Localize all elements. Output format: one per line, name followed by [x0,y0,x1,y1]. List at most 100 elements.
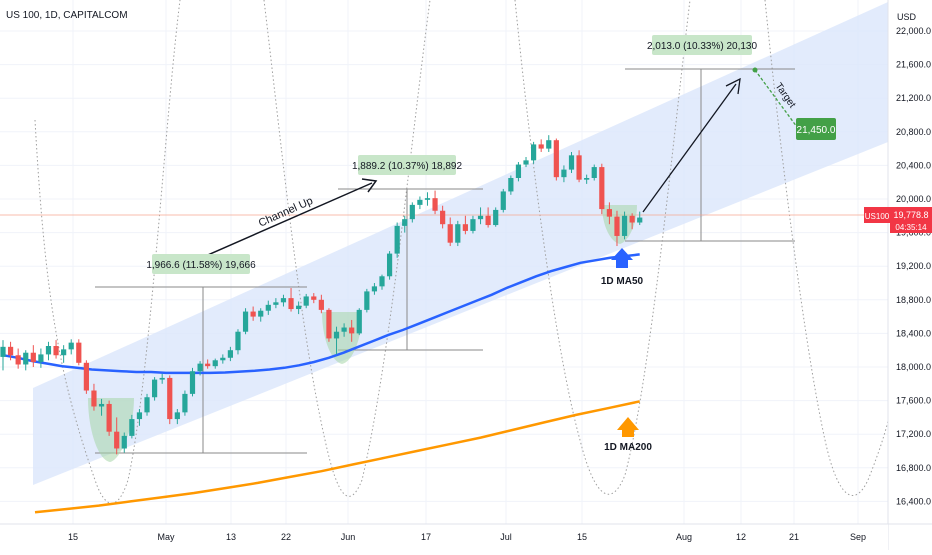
candle-body [114,431,120,449]
countdown-text: 04:35:14 [895,223,927,232]
candle-body [356,309,362,334]
price-tick-label: 21,600.0 [896,60,931,70]
candle-body [136,412,143,420]
candle-body [129,419,135,436]
time-tick-label: 15 [68,532,78,542]
measure-1-text: 1,966.6 (11.58%) 19,666 [146,260,256,271]
candle-body [432,198,438,211]
time-tick-label: 17 [421,532,431,542]
candle-body [288,298,294,310]
candle-body [614,216,620,236]
last-price-text: 19,778.8 [893,210,928,220]
candle-body [462,224,468,231]
candle-body [205,363,211,367]
time-tick-label: 21 [789,532,799,542]
measure-label-3[interactable]: 2,013.0 (10.33%) 20,130 [647,35,758,55]
price-tick-label: 17,600.0 [896,396,931,406]
candle-body [326,309,332,339]
measure-2-text: 1,889.2 (10.37%) 18,892 [352,161,463,172]
currency-label: USD [897,12,917,22]
candle-body [629,215,635,223]
time-tick-label: Jun [341,532,356,542]
time-tick-label: May [157,532,175,542]
candle-body [83,362,89,391]
candle-body [303,296,309,306]
candle-body [273,302,279,305]
symbol-title[interactable]: US 100, 1D, CAPITALCOM [6,10,128,21]
measure-guides [95,68,795,454]
price-tick-label: 16,800.0 [896,463,931,473]
price-tick-labels: 22,000.0 21,600.0 21,200.0 20,800.0 20,400.0… [896,26,931,506]
candle-body [568,155,575,170]
symbol-tag-text: US100 [865,212,890,221]
candle-body [174,412,180,420]
time-tick-label: 13 [226,532,236,542]
candle-body [637,217,643,223]
candle-body [242,311,249,332]
target-value-badge[interactable]: 21,450.0 [796,118,836,140]
measure-label-1[interactable]: 1,966.6 (11.58%) 19,666 [146,254,256,274]
candle-body [409,204,415,220]
candle-body [531,144,537,161]
time-tick-label: 22 [281,532,291,542]
time-tick-labels: 15 May 13 22 Jun 17 Jul 15 Aug 12 21 Sep [68,532,866,542]
measure-3-text: 2,013.0 (10.33%) 20,130 [647,41,758,52]
candle-body [7,346,14,356]
time-tick-label: Sep [850,532,866,542]
candle-body [53,346,59,356]
candle-body [500,191,506,210]
candle-body [386,253,393,277]
price-tick-label: 18,800.0 [896,295,931,305]
price-tick-label: 16,400.0 [896,496,931,506]
price-axis[interactable]: USD 22,000.0 21,600.0 21,200.0 20,800.0 20,4… [864,0,932,550]
candle-body [235,331,241,351]
candle-body [402,219,408,226]
candle-body [318,299,324,310]
channel-band [33,2,888,485]
ma50-label: 1D MA50 [601,276,644,287]
candle-body [68,342,74,350]
time-axis[interactable]: 15 May 13 22 Jun 17 Jul 15 Aug 12 21 Sep [0,523,932,550]
candle-body [220,357,226,361]
candle-body [91,390,97,407]
candle-body [258,310,264,317]
candle-body [394,225,400,254]
ma200-label: 1D MA200 [604,442,652,453]
candle-body [280,298,287,303]
candle-body [485,215,491,226]
candle-body [333,331,340,339]
candle-body [45,346,52,355]
candle-body [296,305,302,310]
candle-body [364,291,370,310]
candle-body [515,164,522,178]
candle-body [197,363,203,372]
candle-body [311,296,317,300]
measure-label-2[interactable]: 1,889.2 (10.37%) 18,892 [352,155,463,175]
candle-body [546,140,552,149]
price-tick-label: 22,000.0 [896,26,931,36]
price-tick-label: 20,000.0 [896,194,931,204]
candle-body [121,435,127,449]
candle-body [538,144,544,149]
symbol-price-tag[interactable]: US100 19,778.8 04:35:14 [864,207,932,233]
candle-body [144,397,150,413]
candle-body [250,311,256,317]
price-tick-label: 17,200.0 [896,429,931,439]
time-tick-label: Aug [676,532,692,542]
target-value-text: 21,450.0 [797,125,836,136]
candle-body [576,155,582,180]
candle-body [477,215,484,220]
candle-body [523,160,529,165]
candle-body [23,352,29,365]
candle-body [227,350,233,358]
candle-body [508,178,514,192]
price-tick-label: 19,200.0 [896,261,931,271]
candle-body [189,371,196,394]
ma200-line [34,400,640,514]
ma50-arrow [611,248,633,268]
candle-body [152,379,158,398]
candle-body [379,276,385,287]
candle-body [98,403,105,407]
